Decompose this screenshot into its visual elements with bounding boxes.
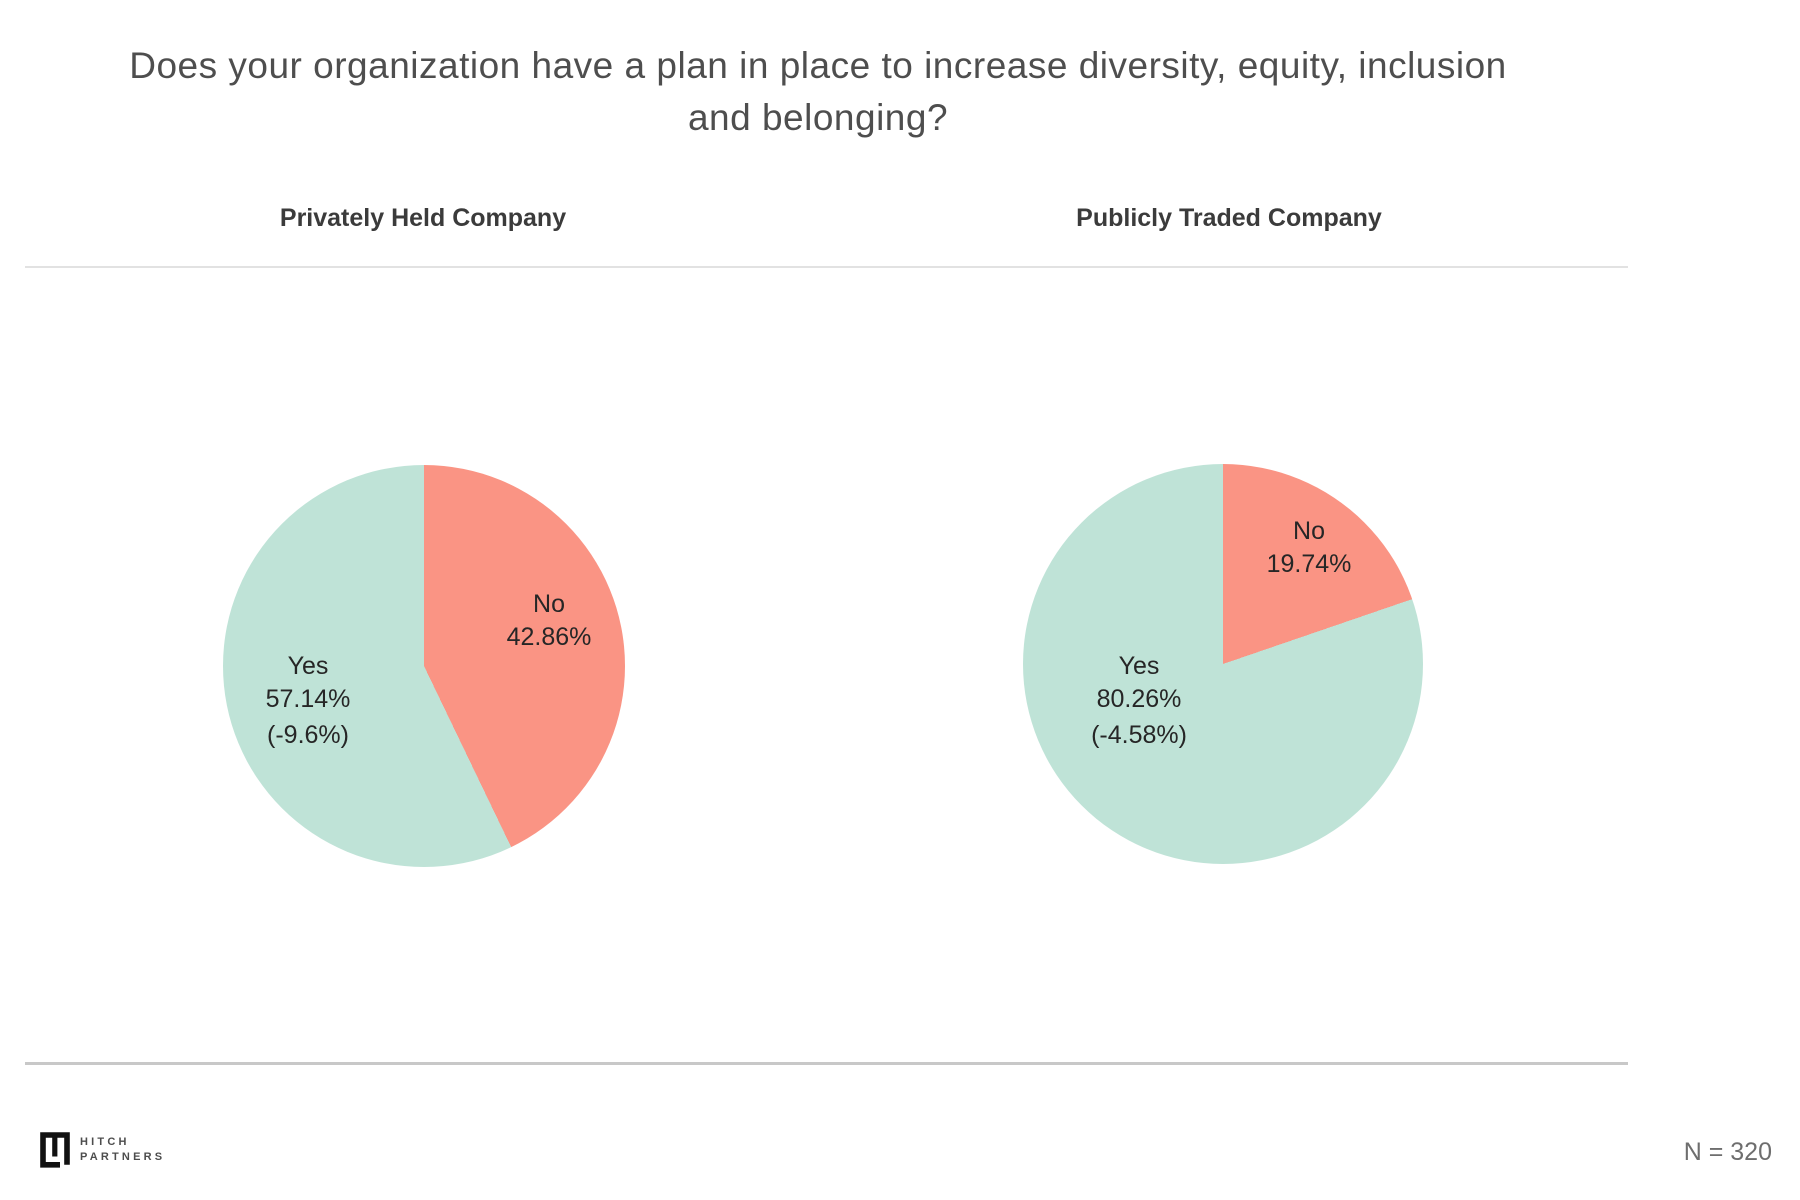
logo-text-hitch: HITCH [80, 1136, 130, 1148]
pie1-yes-label: Yes [1118, 652, 1160, 680]
page-title: Does your organization have a plan in pl… [0, 40, 1636, 144]
pie1-yes-delta: (-4.58%) [1091, 721, 1187, 749]
sample-size-label: N = 320 [1683, 1138, 1772, 1166]
page-title-line2: and belonging? [687, 97, 949, 138]
pie-privately-held[interactable] [223, 465, 625, 867]
pie0-yes-label: Yes [287, 652, 329, 680]
pie1-no-percent: 19.74% [1266, 550, 1352, 578]
hitch-partners-logo-text: HITCH PARTNERS [80, 1135, 165, 1165]
pie1-no-label: No [1293, 517, 1325, 545]
pie1-yes-percent: 80.26% [1096, 685, 1182, 713]
hitch-partners-logo-icon [40, 1132, 70, 1168]
pie0-yes-slice-label: Yes 57.14% (-9.6%) [228, 650, 388, 752]
page-title-line1: Does your organization have a plan in pl… [129, 45, 1507, 86]
pie0-no-slice-label: No 42.86% [469, 588, 629, 654]
pie0-yes-percent: 57.14% [265, 685, 351, 713]
subtitle-publicly-traded-company: Publicly Traded Company [1076, 204, 1382, 232]
pie0-no-percent: 42.86% [506, 623, 592, 651]
subtitle-privately-held-company: Privately Held Company [279, 204, 567, 232]
pie-chart-privately-held: No 42.86% Yes 57.14% (-9.6%) [223, 465, 625, 867]
pie1-no-slice-label: No 19.74% [1229, 515, 1389, 581]
pie0-yes-delta: (-9.6%) [267, 721, 349, 749]
pie0-no-label: No [533, 590, 565, 618]
bottom-divider [25, 1062, 1628, 1065]
pie-chart-publicly-traded: No 19.74% Yes 80.26% (-4.58%) [1023, 464, 1423, 864]
pie1-yes-slice-label: Yes 80.26% (-4.58%) [1059, 650, 1219, 752]
logo-text-partners: PARTNERS [80, 1151, 166, 1163]
hitch-partners-logo: HITCH PARTNERS [40, 1132, 165, 1168]
top-divider [25, 266, 1628, 268]
pie-publicly-traded[interactable] [1023, 464, 1423, 864]
